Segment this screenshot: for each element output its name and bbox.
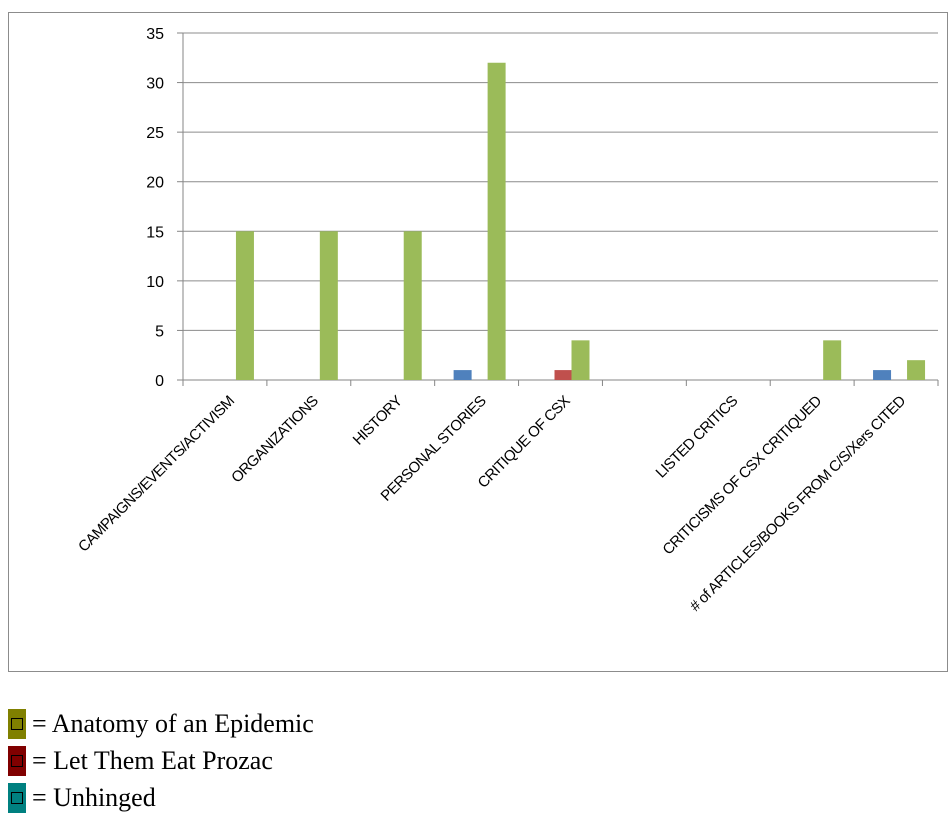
x-tick-label: HISTORY (350, 392, 406, 448)
legend: = Anatomy of an Epidemic = Let Them Eat … (8, 705, 314, 816)
y-tick-label: 30 (146, 76, 164, 93)
legend-item-unhinged: = Unhinged (8, 779, 314, 816)
chart-frame (8, 12, 948, 672)
x-tick-label: ORGANIZATIONS (228, 392, 322, 486)
legend-swatch-prozac (8, 745, 26, 776)
x-tick-label: CRITICISMS OF CSX CRITIQUED (659, 392, 825, 558)
y-tick-label: 35 (146, 26, 164, 43)
legend-label-anatomy: = Anatomy of an Epidemic (32, 708, 314, 738)
x-tick-label: LISTED CRITICS (653, 392, 742, 481)
x-tick-label: CAMPAIGNS/EVENTS/ACTIVISM (75, 393, 238, 556)
y-tick-label: 15 (146, 224, 164, 241)
bar (235, 231, 254, 380)
legend-swatch-unhinged (8, 782, 26, 813)
bar-chart: 0 5 10 15 20 25 30 35 CAMPAIGNS/EVENTS/ACTIVISMO… (75, 26, 939, 615)
y-tick-label: 0 (155, 373, 164, 390)
bar (487, 62, 506, 380)
bar (907, 360, 926, 380)
legend-swatch-anatomy (8, 708, 26, 739)
checkbox-icon (11, 791, 23, 804)
legend-label-prozac: = Let Them Eat Prozac (32, 745, 273, 775)
x-tick-label: CRITIQUE OF CSX (475, 392, 574, 491)
bar (319, 231, 338, 380)
bar (571, 340, 590, 380)
bar (873, 370, 892, 380)
bar (403, 231, 422, 380)
bar (823, 340, 842, 380)
bar (554, 370, 573, 380)
y-tick-label: 5 (155, 323, 164, 340)
legend-item-prozac: = Let Them Eat Prozac (8, 742, 314, 779)
checkbox-icon (11, 754, 23, 767)
y-tick-label: 25 (146, 125, 164, 142)
bar (453, 370, 472, 380)
y-tick-label: 10 (146, 274, 164, 291)
checkbox-icon (11, 717, 23, 730)
legend-item-anatomy: = Anatomy of an Epidemic (8, 705, 314, 742)
y-tick-label: 20 (146, 175, 164, 192)
legend-label-unhinged: = Unhinged (32, 782, 156, 812)
